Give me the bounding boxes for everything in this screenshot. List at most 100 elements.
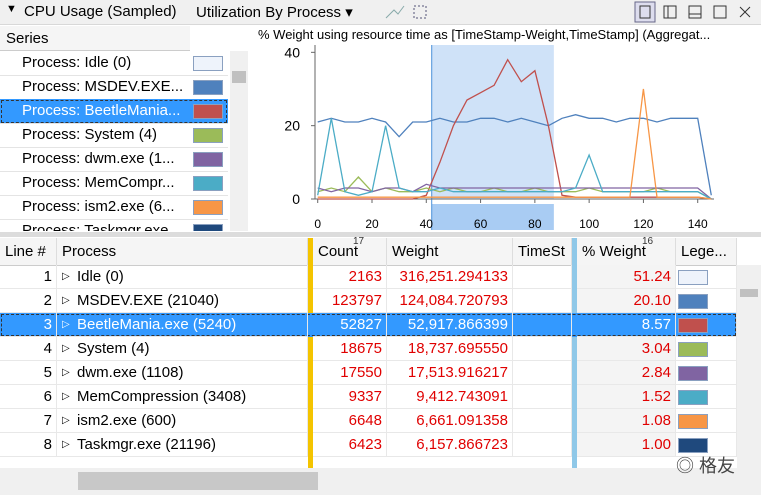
legend-cell (676, 409, 737, 433)
x-tick-label: 80 (528, 217, 542, 231)
column-title: Process (62, 243, 117, 260)
legend-cell (676, 433, 737, 457)
divider (0, 232, 761, 237)
series-list: Process: Idle (0) Process: MSDEV.EXE... Pr… (0, 51, 228, 231)
series-swatch (193, 56, 223, 71)
expander[interactable]: ▷ (62, 271, 70, 282)
column-header[interactable]: Process (57, 238, 308, 266)
expander[interactable]: ▷ (62, 343, 70, 354)
view-label: Utilization By Process (196, 4, 342, 21)
series-header-text: Series (6, 30, 49, 47)
expander[interactable]: ▷ (62, 415, 70, 426)
process-cell: Taskmgr.exe (21196) ▷ (57, 433, 308, 457)
count-cell: 17550 (313, 361, 387, 385)
y-tick-label: 20 (284, 118, 300, 134)
count-cell: 18675 (313, 337, 387, 361)
series-item[interactable]: Process: ism2.exe (6... (0, 195, 228, 220)
series-name: Process: dwm.exe (1... (22, 150, 175, 167)
legend-swatch (678, 294, 708, 309)
weight-cell: 52,917.866399 (387, 313, 513, 337)
series-swatch (193, 152, 223, 167)
legend-swatch (678, 414, 708, 429)
series-name: Process: BeetleMania... (22, 102, 181, 119)
legend-swatch (678, 366, 708, 381)
line-number: 6 (0, 385, 57, 409)
weight-cell: 6,157.866723 (387, 433, 513, 457)
series-header: Series (0, 26, 190, 51)
selection-axis (431, 204, 554, 230)
process-cell: ism2.exe (600) ▷ (57, 409, 308, 433)
weight-pct-cell: 51.24 (577, 265, 676, 289)
expander[interactable]: ▷ (62, 439, 70, 450)
selected-row (0, 313, 737, 337)
series-item[interactable]: Process: System (4) (0, 123, 228, 148)
timestamp-cell (513, 265, 572, 289)
legend-cell (676, 313, 737, 337)
window-buttons[interactable] (634, 1, 760, 23)
x-tick-label: 20 (365, 217, 379, 231)
series-name: Process: MemCompr... (22, 174, 175, 191)
graph-title: CPU Usage (Sampled) (24, 3, 177, 20)
weight-pct-cell: 2.84 (577, 361, 676, 385)
process-cell: System (4) ▷ (57, 337, 308, 361)
watermark: ◎ 格友 (676, 456, 736, 476)
column-title: Lege... (681, 243, 727, 260)
weight-cell: 9,412.743091 (387, 385, 513, 409)
collapse-arrow[interactable]: ▼ (6, 3, 17, 15)
column-header[interactable]: Count (313, 238, 387, 266)
timestamp-cell (513, 385, 572, 409)
timestamp-cell (513, 433, 572, 457)
count-cell: 6648 (313, 409, 387, 433)
series-item[interactable]: Process: dwm.exe (1... (0, 147, 228, 172)
series-swatch (193, 104, 223, 119)
toolbar-icons[interactable] (384, 2, 444, 22)
weight-cell: 6,661.091358 (387, 409, 513, 433)
series-name: Process: ism2.exe (6... (22, 198, 175, 215)
column-title: TimeSt (518, 243, 565, 260)
count-cell: 6423 (313, 433, 387, 457)
chart-title: % Weight using resource time as [TimeSta… (258, 27, 710, 42)
h-scrollbar[interactable] (0, 468, 761, 495)
column-header[interactable]: TimeSt (513, 238, 572, 266)
watermark-text: 格友 (699, 456, 736, 476)
legend-cell (676, 361, 737, 385)
expander[interactable]: ▷ (62, 295, 70, 306)
process-cell: dwm.exe (1108) ▷ (57, 361, 308, 385)
column-title: Weight (392, 243, 439, 260)
process-cell: MSDEV.EXE (21040) ▷ (57, 289, 308, 313)
timestamp-cell (513, 289, 572, 313)
timestamp-cell (513, 313, 572, 337)
column-header[interactable]: % Weight (577, 238, 676, 266)
series-item[interactable]: Process: BeetleMania... (0, 99, 228, 124)
series-item[interactable]: Process: Idle (0) (0, 51, 228, 76)
series-swatch (193, 80, 223, 95)
column-header[interactable]: Weight (387, 238, 513, 266)
v-scrollbar[interactable] (737, 265, 761, 468)
series-line (317, 88, 712, 200)
line-number: 3 (0, 313, 57, 337)
column-header[interactable]: Line # (0, 238, 57, 266)
view-dropdown[interactable]: Utilization By Process ▾ (196, 4, 353, 21)
weight-pct-cell: 1.08 (577, 409, 676, 433)
graph-bar (572, 238, 577, 468)
timestamp-cell (513, 409, 572, 433)
timestamp-cell (513, 361, 572, 385)
legend-cell (676, 265, 737, 289)
x-tick-label: 140 (688, 217, 708, 231)
expander[interactable]: ▷ (62, 319, 70, 330)
expander[interactable]: ▷ (62, 367, 70, 378)
series-item[interactable]: Process: Taskmgr.exe (0, 219, 228, 231)
column-header[interactable]: Lege... (676, 238, 737, 266)
process-cell: MemCompression (3408) ▷ (57, 385, 308, 409)
key-bar (308, 238, 313, 468)
expander[interactable]: ▷ (62, 391, 70, 402)
series-item[interactable]: Process: MemCompr... (0, 171, 228, 196)
series-swatch (193, 128, 223, 143)
sort-indicator: 16 (642, 236, 654, 247)
series-scrollbar[interactable] (230, 51, 248, 231)
line-number: 8 (0, 433, 57, 457)
sort-indicator: 17 (353, 236, 365, 247)
process-cell: BeetleMania.exe (5240) ▷ (57, 313, 308, 337)
weight-pct-cell: 1.00 (577, 433, 676, 457)
